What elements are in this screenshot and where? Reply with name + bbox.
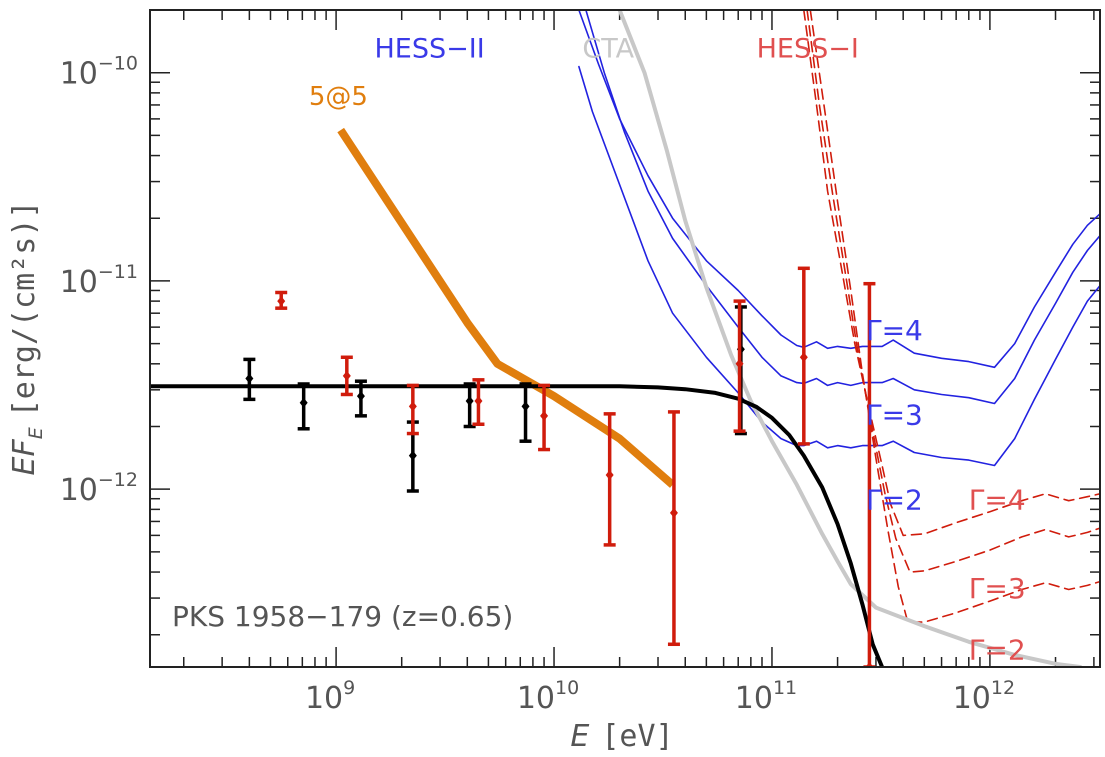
data-point — [275, 290, 288, 310]
x-tick-label: 1011 — [735, 677, 797, 716]
series-line-hess-i-2 — [809, 10, 1100, 623]
annotation-cta: CTA — [582, 34, 634, 65]
series-line-model — [150, 384, 885, 667]
annotation-gamma4-blue: Γ=4 — [866, 314, 923, 347]
data-point — [340, 355, 353, 397]
y-axis-label: EFE [erg/(cm²s)] — [7, 201, 47, 476]
data-point — [519, 382, 532, 443]
annotation-gamma2-red: Γ=2 — [969, 634, 1026, 667]
x-tick-label: 1010 — [517, 677, 579, 716]
y-tick-label: 10−10 — [60, 53, 138, 92]
annotation-gamma4-red: Γ=4 — [969, 483, 1026, 516]
series-line-hess-i-4 — [803, 10, 1100, 537]
data-point — [472, 378, 485, 427]
data-point — [538, 383, 551, 452]
series-line-hess-ii-3 — [585, 10, 1100, 405]
data-point — [797, 266, 810, 446]
annotation-hess2: HESS−II — [374, 34, 484, 65]
y-axis-symbol: EF — [7, 439, 42, 476]
x-axis-label: E [eV] — [570, 719, 673, 754]
x-axis-symbol: E — [570, 719, 589, 754]
annotation-gamma3-blue: Γ=3 — [866, 398, 923, 431]
y-tick-label: 10−12 — [60, 469, 138, 508]
series-line-hess-ii-2 — [578, 65, 1100, 467]
y-axis-subscript: E — [25, 427, 47, 439]
series-line-5-5 — [337, 127, 676, 488]
data-point — [863, 281, 876, 667]
annotation-gamma2-blue: Γ=2 — [866, 483, 923, 516]
y-axis-unit: [erg/(cm²s)] — [7, 201, 42, 418]
x-tick-label: 109 — [305, 677, 355, 716]
data-point — [667, 410, 680, 647]
y-tick-label: 10−11 — [60, 261, 138, 300]
data-point — [463, 382, 476, 429]
plot-frame — [149, 9, 1101, 668]
annotation-gamma3-red: Γ=3 — [969, 572, 1026, 605]
plot-annotations: HESS−II CTA HESS−I 5@5 Γ=4 Γ=3 Γ=2 Γ=4 Γ=3 Γ=2 — [309, 34, 1026, 667]
series-line-hess-i-3 — [806, 10, 1100, 573]
data-point — [733, 299, 746, 433]
data-point — [603, 412, 616, 547]
annotation-five-at-five: 5@5 — [309, 82, 368, 112]
axis-ticks: 109 1010 1011 1012 10−10 10−11 10−12 — [60, 9, 1100, 716]
data-point — [406, 383, 419, 436]
annotation-hess1: HESS−I — [757, 34, 859, 65]
data-point — [297, 382, 310, 431]
x-tick-label: 1012 — [953, 677, 1015, 716]
series-line-cta — [617, 10, 1083, 667]
data-point — [243, 357, 256, 402]
plot-series — [150, 10, 1100, 667]
source-label: PKS 1958−179 (z=0.65) — [172, 600, 513, 633]
x-axis-unit: [eV] — [601, 719, 673, 754]
data-point — [354, 379, 367, 418]
